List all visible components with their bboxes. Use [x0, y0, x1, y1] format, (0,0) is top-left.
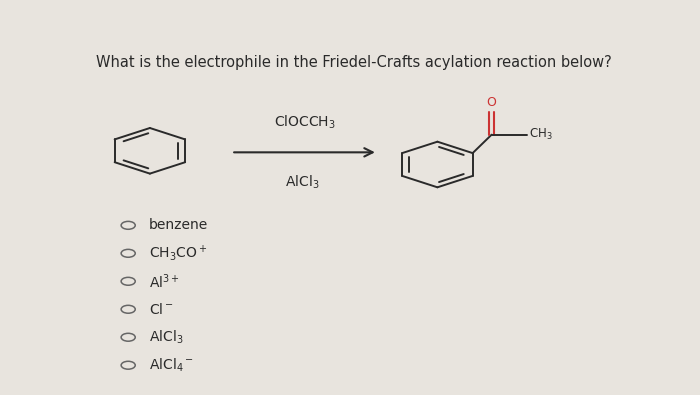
Text: Al$^{3+}$: Al$^{3+}$: [149, 272, 179, 291]
Text: AlCl$_4$$^-$: AlCl$_4$$^-$: [149, 357, 194, 374]
Text: CH$_3$CO$^+$: CH$_3$CO$^+$: [149, 243, 207, 263]
Text: AlCl$_3$: AlCl$_3$: [285, 174, 319, 192]
Text: What is the electrophile in the Friedel-Crafts acylation reaction below?: What is the electrophile in the Friedel-…: [96, 55, 611, 70]
Text: benzene: benzene: [149, 218, 208, 232]
Text: CH$_3$: CH$_3$: [529, 127, 553, 142]
Text: ClOCCH$_3$: ClOCCH$_3$: [274, 113, 335, 131]
Text: AlCl$_3$: AlCl$_3$: [149, 329, 183, 346]
Text: O: O: [486, 96, 496, 109]
Text: Cl$^-$: Cl$^-$: [149, 302, 174, 317]
